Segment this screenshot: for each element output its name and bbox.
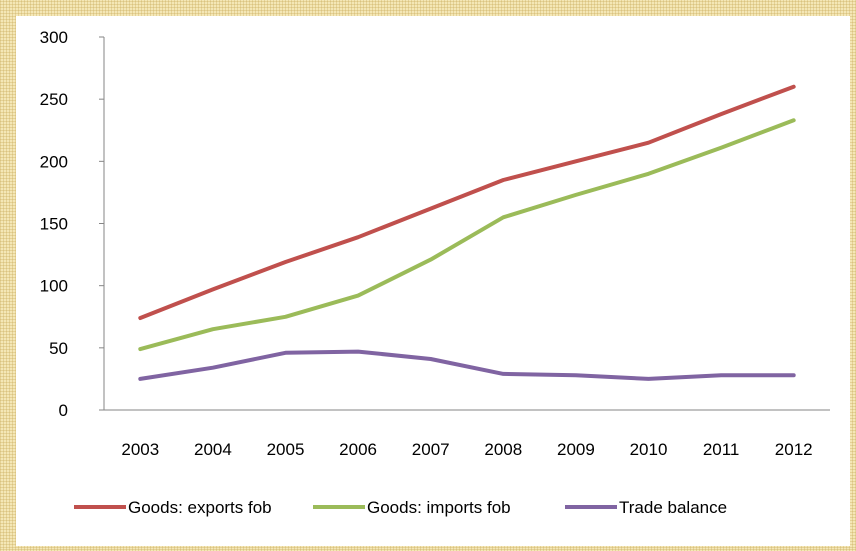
x-tick-label: 2005	[267, 440, 305, 459]
y-tick-label: 100	[40, 277, 68, 296]
series-line	[140, 120, 793, 349]
axes	[104, 37, 830, 410]
y-tick-label: 250	[40, 90, 68, 109]
legend: Goods: exports fob Goods: imports fob Trad…	[74, 498, 727, 517]
y-tick-label: 0	[59, 401, 68, 420]
y-axis-tick-labels: 0 50 100 150 200 250 300	[40, 28, 104, 420]
legend-label: Goods: imports fob	[367, 498, 511, 517]
legend-item: Goods: exports fob	[74, 498, 272, 517]
legend-item: Trade balance	[565, 498, 727, 517]
series-lines	[140, 87, 794, 379]
legend-label: Goods: exports fob	[128, 498, 272, 517]
legend-item: Goods: imports fob	[313, 498, 511, 517]
x-tick-label: 2003	[121, 440, 159, 459]
x-tick-label: 2007	[412, 440, 450, 459]
y-tick-label: 200	[40, 152, 68, 171]
y-tick-label: 300	[40, 28, 68, 47]
y-tick-label: 150	[40, 215, 68, 234]
x-tick-label: 2011	[703, 440, 740, 459]
y-tick-label: 50	[49, 339, 68, 358]
x-axis-tick-labels: 2003 2004 2005 2006 2007 2008 2009 2010 2011 2012	[121, 440, 812, 459]
series-line	[140, 352, 793, 379]
x-tick-label: 2009	[557, 440, 595, 459]
series-line	[140, 87, 793, 318]
x-tick-label: 2006	[339, 440, 377, 459]
x-tick-label: 2008	[484, 440, 522, 459]
x-tick-label: 2012	[775, 440, 813, 459]
x-tick-label: 2010	[630, 440, 668, 459]
x-tick-label: 2004	[194, 440, 232, 459]
legend-label: Trade balance	[619, 498, 727, 517]
